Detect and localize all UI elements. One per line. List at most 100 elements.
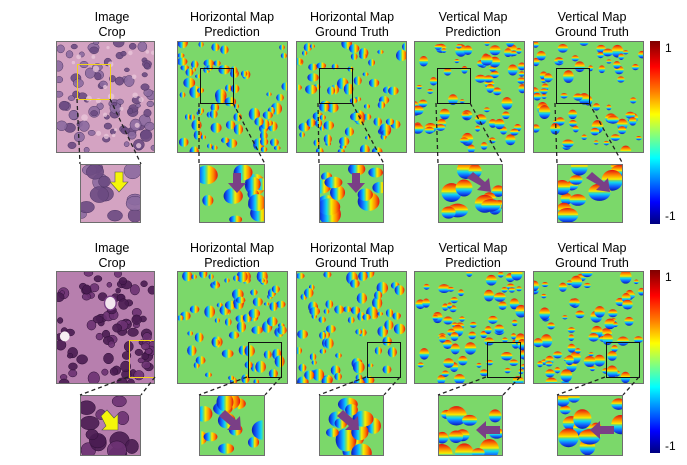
nucleus-blob (434, 44, 442, 50)
nucleus-blob (347, 316, 355, 324)
nucleus-blob (505, 134, 516, 146)
nucleus-blob (462, 112, 470, 119)
nucleus-blob (534, 92, 542, 101)
nucleus-blob (459, 99, 465, 104)
nucleus-blob (204, 305, 215, 318)
nucleus-blob (319, 114, 326, 121)
nucleus (93, 42, 100, 45)
nucleus (125, 195, 140, 211)
nucleus-blob (184, 113, 191, 120)
nucleus-blob (211, 43, 220, 52)
horizontal-prediction-zoom (199, 164, 265, 223)
nucleus (84, 67, 96, 79)
nucleus-blob (233, 112, 242, 122)
nucleus (92, 315, 104, 324)
nucleus-blob (344, 127, 354, 137)
nucleus-blob (213, 280, 219, 286)
nucleus-blob (253, 378, 260, 383)
nucleus (94, 72, 102, 81)
nucleus (86, 165, 104, 180)
nucleus-blob (367, 363, 374, 368)
nucleus (108, 340, 115, 348)
nucleus-blob (225, 84, 232, 92)
nucleus (57, 90, 64, 98)
nucleus-blob (617, 76, 625, 83)
label-horizontal-ground-truth: Horizontal Map Ground Truth (309, 241, 395, 270)
nucleus-blob (469, 321, 477, 328)
nucleus (58, 378, 70, 383)
nucleus-blob (439, 444, 453, 455)
nucleus (142, 332, 152, 342)
horizontal-prediction-zoom (199, 395, 265, 456)
nucleus-blob (442, 303, 449, 311)
nucleus-blob (267, 316, 278, 327)
nucleus-blob (480, 54, 493, 66)
nucleus-blob (178, 42, 188, 49)
nucleus-blob (541, 93, 547, 99)
nucleus (144, 121, 154, 131)
nucleus-blob (191, 119, 202, 131)
nucleus (141, 360, 151, 370)
nucleus-blob (191, 60, 199, 69)
nucleus-blob (423, 283, 430, 290)
nucleus-blob (637, 50, 643, 59)
nucleus-blob (589, 365, 596, 372)
nucleus-blob (573, 409, 592, 429)
nucleus-blob (539, 307, 551, 320)
nucleus-blob (326, 324, 336, 333)
nucleus (147, 285, 154, 295)
nucleus-blob (575, 310, 585, 319)
nucleus-blob (319, 331, 326, 340)
nucleus (82, 284, 92, 295)
nucleus-blob (224, 277, 230, 283)
nucleus-blob (518, 84, 524, 94)
nucleus-blob (178, 137, 189, 147)
nucleus-blob (350, 306, 361, 315)
nucleus (87, 129, 96, 136)
nucleus-blob (276, 300, 286, 309)
nucleus-blob (490, 70, 500, 79)
nucleus-blob (381, 129, 390, 136)
nucleus-blob (439, 431, 449, 444)
nucleus (128, 42, 137, 50)
nucleus (141, 72, 148, 78)
nucleus-blob (516, 47, 522, 54)
nucleus-blob (557, 57, 564, 63)
nucleus-blob (248, 308, 261, 319)
nucleus-blob (385, 308, 394, 318)
nucleus (67, 141, 77, 149)
nucleus-blob (570, 165, 588, 176)
nucleus-blob (545, 377, 558, 383)
nucleus (131, 314, 142, 325)
nucleus-blob (319, 348, 327, 354)
nucleus-blob (446, 406, 467, 426)
nucleus-blob (547, 322, 555, 330)
nucleus-blob (393, 323, 406, 335)
nucleus-blob (510, 128, 519, 136)
nucleus-blob (510, 333, 517, 340)
nucleus-blob (510, 50, 518, 57)
nucleus-blob (569, 194, 586, 206)
nucleus-blob (537, 361, 543, 368)
nucleus-blob (198, 42, 204, 48)
nucleus-blob (494, 324, 505, 333)
nucleus-blob (323, 308, 330, 315)
nucleus (89, 283, 100, 293)
nucleus-blob (565, 355, 574, 366)
nucleus-blob (348, 44, 360, 54)
nucleus-blob (210, 102, 220, 112)
nucleus-blob (458, 355, 468, 366)
nucleus-blob (480, 142, 488, 150)
nucleus-blob (484, 337, 495, 346)
nucleus (146, 100, 154, 108)
nucleus-blob (216, 396, 234, 412)
nucleus (57, 120, 68, 131)
nucleus-blob (323, 120, 334, 130)
nucleus-blob (194, 332, 204, 343)
nucleus-blob (228, 375, 235, 381)
nucleus-blob (324, 337, 334, 349)
nucleus (58, 100, 70, 111)
nucleus-blob (581, 134, 588, 140)
nucleus-blob (483, 75, 494, 83)
nucleus-blob (271, 285, 280, 294)
